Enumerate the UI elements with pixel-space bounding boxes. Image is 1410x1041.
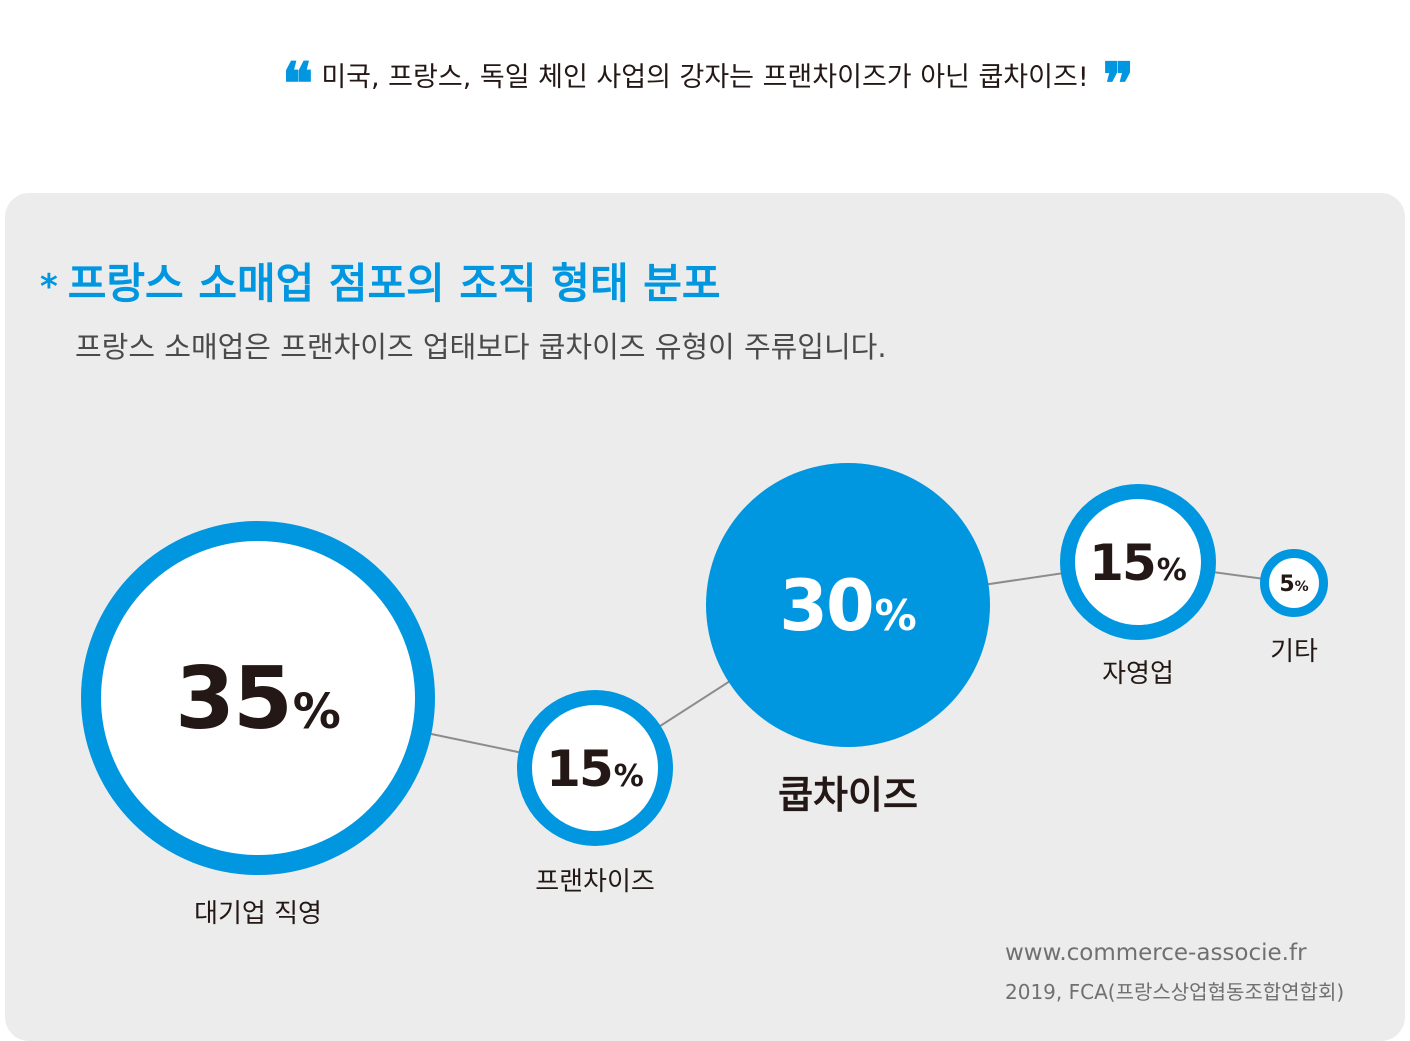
value-label: 15% — [546, 740, 644, 798]
value-unit: % — [293, 684, 341, 740]
value-unit: % — [1157, 553, 1187, 588]
bubble: 30% 쿱차이즈 — [706, 463, 990, 817]
bubble-ring — [81, 521, 435, 875]
headline-quote: ❛❛ 미국, 프랑스, 독일 체인 사업의 강자는 프랜차이즈가 아닌 쿱차이즈!… — [281, 50, 1134, 118]
category-label: 대기업 직영 — [194, 899, 322, 929]
value-number: 35 — [175, 649, 291, 749]
bubble-ring — [517, 690, 673, 846]
source-block: www.commerce-associe.fr 2019, FCA(프랑스상업협… — [1005, 940, 1344, 1005]
category-label: 쿱차이즈 — [778, 773, 918, 817]
value-number: 30 — [779, 565, 872, 647]
source-url: www.commerce-associe.fr — [1005, 940, 1307, 966]
asterisk-icon: * — [40, 267, 58, 307]
bubble: 5 % 기타 — [1260, 549, 1328, 667]
value-number: 15 — [1089, 534, 1155, 592]
value-number: 15 — [546, 740, 612, 798]
chart-title: * 프랑스 소매업 점포의 조직 형태 분포 — [40, 250, 721, 311]
category-label: 자영업 — [1102, 659, 1174, 689]
source-org: 2019, FCA(프랑스상업협동조합연합회) — [1005, 980, 1345, 1004]
value-label: 15% — [1089, 534, 1187, 592]
bubble-ring — [1060, 484, 1216, 640]
chart-title-text: 프랑스 소매업 점포의 조직 형태 분포 — [67, 259, 721, 308]
value-label: 5% — [1279, 572, 1308, 597]
bubble-fill — [706, 463, 990, 747]
chart-subtitle: 프랑스 소매업은 프랜차이즈 업태보다 쿱차이즈 유형이 주류입니다. — [75, 330, 887, 364]
value-label: 35% — [175, 649, 341, 749]
quote-text: 미국, 프랑스, 독일 체인 사업의 강자는 프랜차이즈가 아닌 쿱차이즈! — [321, 62, 1089, 93]
bubble: 15% 자영업 — [1060, 484, 1216, 689]
bubble: 15% 프랜차이즈 — [517, 690, 673, 897]
value-number: 5 — [1279, 572, 1293, 597]
category-label: 기타 — [1270, 637, 1318, 667]
value-unit: % — [614, 759, 644, 794]
value-label: 30% — [779, 565, 917, 647]
bubble: 35% 대기업 직영 — [81, 521, 435, 929]
bubble-ring — [1260, 549, 1328, 617]
value-unit: % — [1295, 579, 1309, 595]
value-unit: % — [875, 591, 917, 640]
category-label: 프랜차이즈 — [535, 867, 655, 897]
